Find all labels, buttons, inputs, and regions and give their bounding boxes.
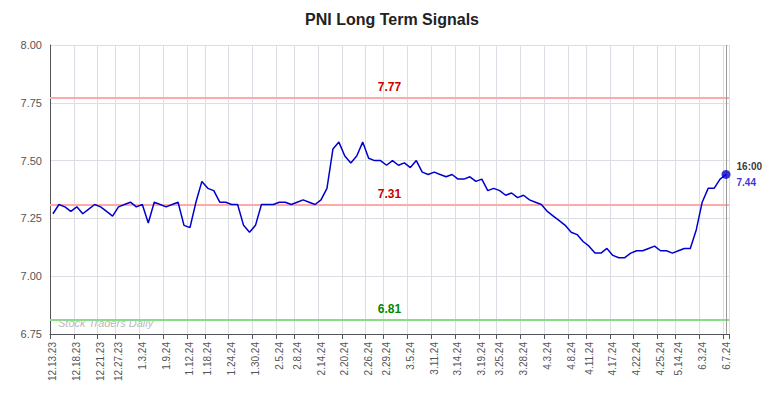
svg-text:4.8.24: 4.8.24: [566, 342, 577, 370]
svg-text:12.27.23: 12.27.23: [113, 342, 124, 381]
svg-text:12.18.23: 12.18.23: [71, 342, 82, 381]
svg-text:1.9.24: 1.9.24: [161, 342, 172, 370]
svg-text:2.14.24: 2.14.24: [316, 342, 327, 376]
svg-text:2.20.24: 2.20.24: [339, 342, 350, 376]
svg-text:7.75: 7.75: [21, 97, 42, 109]
svg-text:2.26.24: 2.26.24: [363, 342, 374, 376]
svg-text:3.5.24: 3.5.24: [405, 342, 416, 370]
svg-text:6.3.24: 6.3.24: [697, 342, 708, 370]
svg-text:16:00: 16:00: [737, 161, 763, 172]
svg-text:3.14.24: 3.14.24: [452, 342, 463, 376]
svg-text:2.8.24: 2.8.24: [292, 342, 303, 370]
svg-text:1.12.24: 1.12.24: [184, 342, 195, 376]
svg-text:6.81: 6.81: [378, 302, 402, 316]
svg-text:1.18.24: 1.18.24: [202, 342, 213, 376]
svg-text:3.28.24: 3.28.24: [518, 342, 529, 376]
svg-text:2.29.24: 2.29.24: [381, 342, 392, 376]
svg-text:3.11.24: 3.11.24: [429, 342, 440, 375]
svg-text:3.19.24: 3.19.24: [476, 342, 487, 376]
svg-text:6.75: 6.75: [21, 328, 42, 340]
svg-text:1.30.24: 1.30.24: [250, 342, 261, 376]
svg-text:7.25: 7.25: [21, 212, 42, 224]
svg-text:7.77: 7.77: [378, 80, 402, 94]
svg-text:12.21.23: 12.21.23: [95, 342, 106, 381]
svg-text:2.5.24: 2.5.24: [274, 342, 285, 370]
svg-text:4.3.24: 4.3.24: [542, 342, 553, 370]
svg-text:1.3.24: 1.3.24: [137, 342, 148, 370]
svg-text:4.17.24: 4.17.24: [607, 342, 618, 376]
svg-text:3.25.24: 3.25.24: [494, 342, 505, 376]
svg-text:8.00: 8.00: [21, 39, 42, 51]
svg-text:1.24.24: 1.24.24: [226, 342, 237, 376]
svg-text:Stock Traders Daily: Stock Traders Daily: [58, 317, 155, 329]
svg-text:7.50: 7.50: [21, 155, 42, 167]
svg-text:7.00: 7.00: [21, 270, 42, 282]
svg-text:4.22.24: 4.22.24: [631, 342, 642, 376]
svg-text:12.13.23: 12.13.23: [47, 342, 58, 381]
svg-text:7.31: 7.31: [378, 187, 402, 201]
svg-text:4.11.24: 4.11.24: [584, 342, 595, 375]
svg-text:4.25.24: 4.25.24: [655, 342, 666, 376]
svg-text:5.14.24: 5.14.24: [673, 342, 684, 376]
svg-text:7.44: 7.44: [737, 177, 757, 188]
svg-text:PNI Long Term Signals: PNI Long Term Signals: [305, 11, 479, 28]
svg-text:6.7.24: 6.7.24: [721, 342, 732, 370]
